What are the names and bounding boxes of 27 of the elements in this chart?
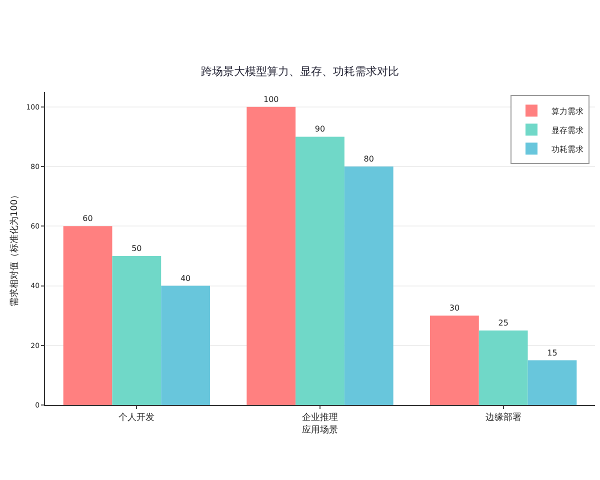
data-label: 30 bbox=[449, 304, 460, 313]
x-tick-label: 边缘部署 bbox=[485, 412, 522, 423]
data-label: 25 bbox=[498, 318, 508, 328]
bar bbox=[528, 360, 577, 405]
data-label: 60 bbox=[82, 214, 93, 224]
data-label: 100 bbox=[263, 94, 279, 104]
data-label: 40 bbox=[180, 274, 191, 283]
data-label: 15 bbox=[547, 348, 558, 358]
bar bbox=[63, 226, 112, 405]
data-label: 90 bbox=[314, 124, 326, 134]
x-tick-label: 个人开发 bbox=[118, 412, 155, 423]
chart-title: 跨场景大模型算力、显存、功耗需求对比 bbox=[201, 64, 399, 78]
data-label: 80 bbox=[364, 154, 374, 164]
y-axis-title: 需求相对值（标准化为100） bbox=[9, 190, 20, 307]
bar bbox=[296, 136, 344, 405]
data-label: 50 bbox=[132, 244, 142, 253]
bar bbox=[430, 316, 479, 405]
legend-label: 功耗需求 bbox=[552, 144, 584, 154]
legend-label: 显存需求 bbox=[552, 126, 584, 135]
x-axis-title: 应用场景 bbox=[302, 424, 338, 436]
bar bbox=[478, 330, 528, 405]
x-tick-label: 企业推理 bbox=[302, 412, 338, 423]
bar bbox=[246, 106, 296, 405]
bar bbox=[344, 166, 394, 405]
bar bbox=[112, 256, 162, 405]
legend-label: 算力需求 bbox=[552, 106, 584, 116]
bar bbox=[161, 286, 210, 405]
